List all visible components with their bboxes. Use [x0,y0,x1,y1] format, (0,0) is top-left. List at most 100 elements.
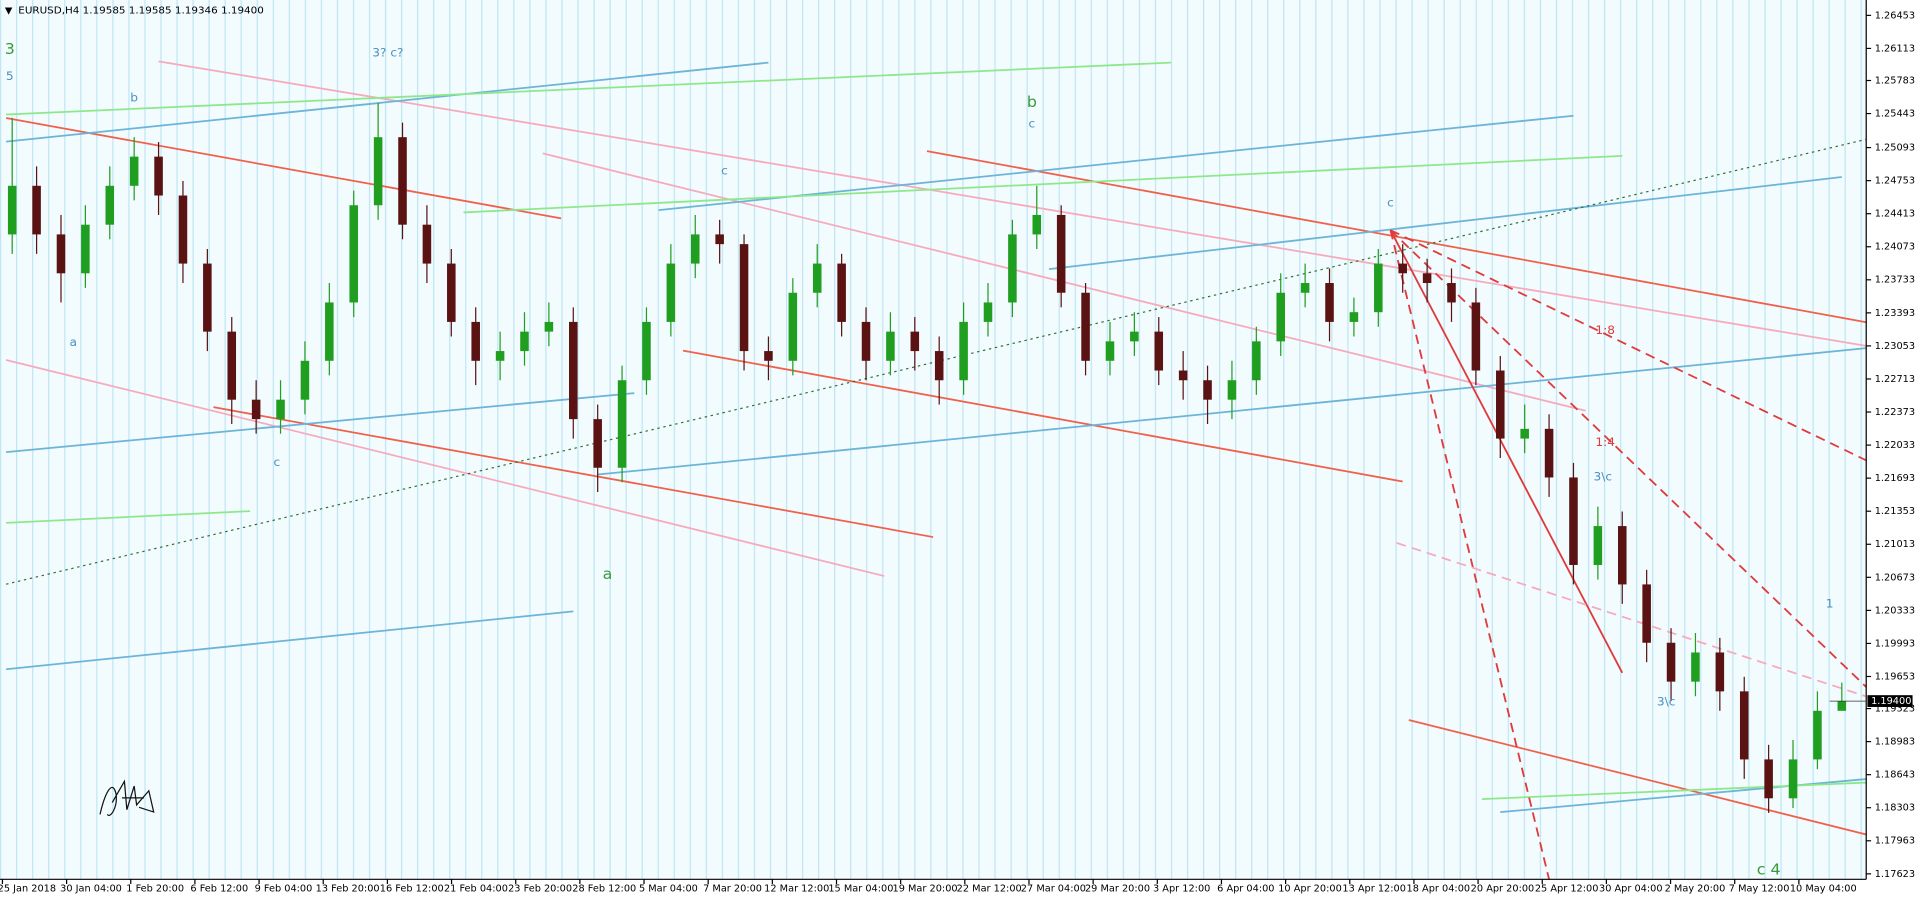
last-price-label: 1.19400 [1871,696,1911,707]
candle-body [788,292,798,361]
candles [7,103,1847,813]
candle-body [495,351,505,361]
wave-label: b [130,91,138,105]
candle-body [739,244,749,352]
candle-body [447,263,456,322]
x-tick-label: 2 May 20:00 [1665,884,1726,895]
x-tick-label: 23 Feb 20:00 [508,884,572,895]
candle-body [1325,283,1334,322]
y-tick-label: 1.21693 [1875,473,1915,484]
candle-body [81,224,90,274]
candle-body [276,399,285,420]
candle-body [251,399,261,420]
candle-body [32,185,41,235]
x-tick-label: 20 Apr 20:00 [1471,884,1535,895]
wave-label: a [69,335,76,349]
candle-body [1422,273,1432,284]
y-tick-label: 1.23733 [1875,275,1915,286]
candle-body [520,331,529,352]
candle-body [837,263,846,322]
y-tick-label: 1.19993 [1875,639,1915,650]
candle-body [1471,302,1481,371]
x-tick-label: 10 May 04:00 [1790,884,1857,895]
y-tick-label: 1.17623 [1875,869,1915,880]
trend-line [213,406,934,538]
x-tick-label: 30 Jan 04:00 [60,884,122,895]
candle-body [1130,331,1139,342]
trend-line [682,349,1403,483]
y-tick-label: 1.20333 [1875,605,1915,616]
candle-body [1398,263,1407,274]
candle-body [617,380,627,468]
trend-line [6,61,769,143]
wave-label: b [1027,93,1037,111]
candle-body [1056,214,1066,293]
y-tick-label: 1.18983 [1875,737,1915,748]
candle-body [1203,380,1212,400]
x-tick-label: 29 Mar 20:00 [1085,884,1150,895]
trend-line [1481,781,1867,800]
x-tick-label: 25 Apr 12:00 [1535,884,1599,895]
candle-body [105,185,115,225]
y-tick-label: 1.20673 [1875,572,1915,583]
wave-label: 1:4 [1595,435,1615,449]
x-tick-label: 7 Mar 20:00 [703,884,762,895]
candle-body [1739,691,1749,760]
candle-body [544,321,554,332]
x-tick-label: 10 Apr 20:00 [1278,884,1342,895]
candle-body [1447,283,1456,303]
trend-line [6,610,574,671]
wave-label: 3\c [1657,695,1676,709]
candle-body [690,234,700,264]
y-tick-label: 1.19323 [1875,704,1915,715]
candle-body [1691,652,1700,682]
candle-body [812,263,822,293]
candle-body [666,263,676,322]
candle-body [1008,234,1017,303]
candle-body [959,321,968,381]
candle-body [56,234,66,274]
y-tick-label: 1.22373 [1875,407,1915,418]
y-tick-label: 1.24753 [1875,176,1915,187]
candle-body [1569,477,1578,565]
candle-body [593,419,602,468]
candle-body [1764,759,1773,799]
candle-body [1496,370,1505,439]
trend-line [1389,229,1550,880]
trend-line [6,61,1171,116]
x-tick-label: 3 Apr 12:00 [1153,884,1210,895]
y-tick-label: 1.25783 [1875,76,1915,87]
candle-body [764,351,773,361]
wave-label: 3 [5,40,15,58]
last-price-box [1867,695,1913,707]
wave-label: c 4 [1757,861,1781,879]
period-separators [0,0,1867,880]
candle-body [227,331,237,400]
candle-body [154,156,163,196]
y-tick-label: 1.23053 [1875,341,1915,352]
candle-body [1715,652,1725,692]
y-tick-label: 1.22713 [1875,374,1915,385]
candle-body [178,195,188,264]
x-tick-label: 12 Mar 12:00 [764,884,829,895]
wave-label: c [721,164,728,178]
candle-body [7,185,17,235]
x-tick-label: 5 Mar 04:00 [639,884,698,895]
x-tick-label: 6 Feb 12:00 [190,884,248,895]
trend-line [6,510,251,524]
candle-body [1544,428,1554,478]
trend-line [658,114,1574,211]
candle-body [983,302,993,322]
candle-body [1252,341,1261,381]
candle-body [1032,214,1042,235]
x-tick-label: 13 Apr 12:00 [1342,884,1406,895]
y-tick-label: 1.24413 [1875,209,1915,220]
wave-label: 5 [6,69,14,83]
x-tick-label: 13 Feb 20:00 [316,884,380,895]
y-tick-label: 1.26113 [1875,44,1915,55]
candle-body [325,302,334,361]
y-tick-label: 1.21353 [1875,506,1915,517]
menu-arrow[interactable]: ▼ [5,6,13,17]
